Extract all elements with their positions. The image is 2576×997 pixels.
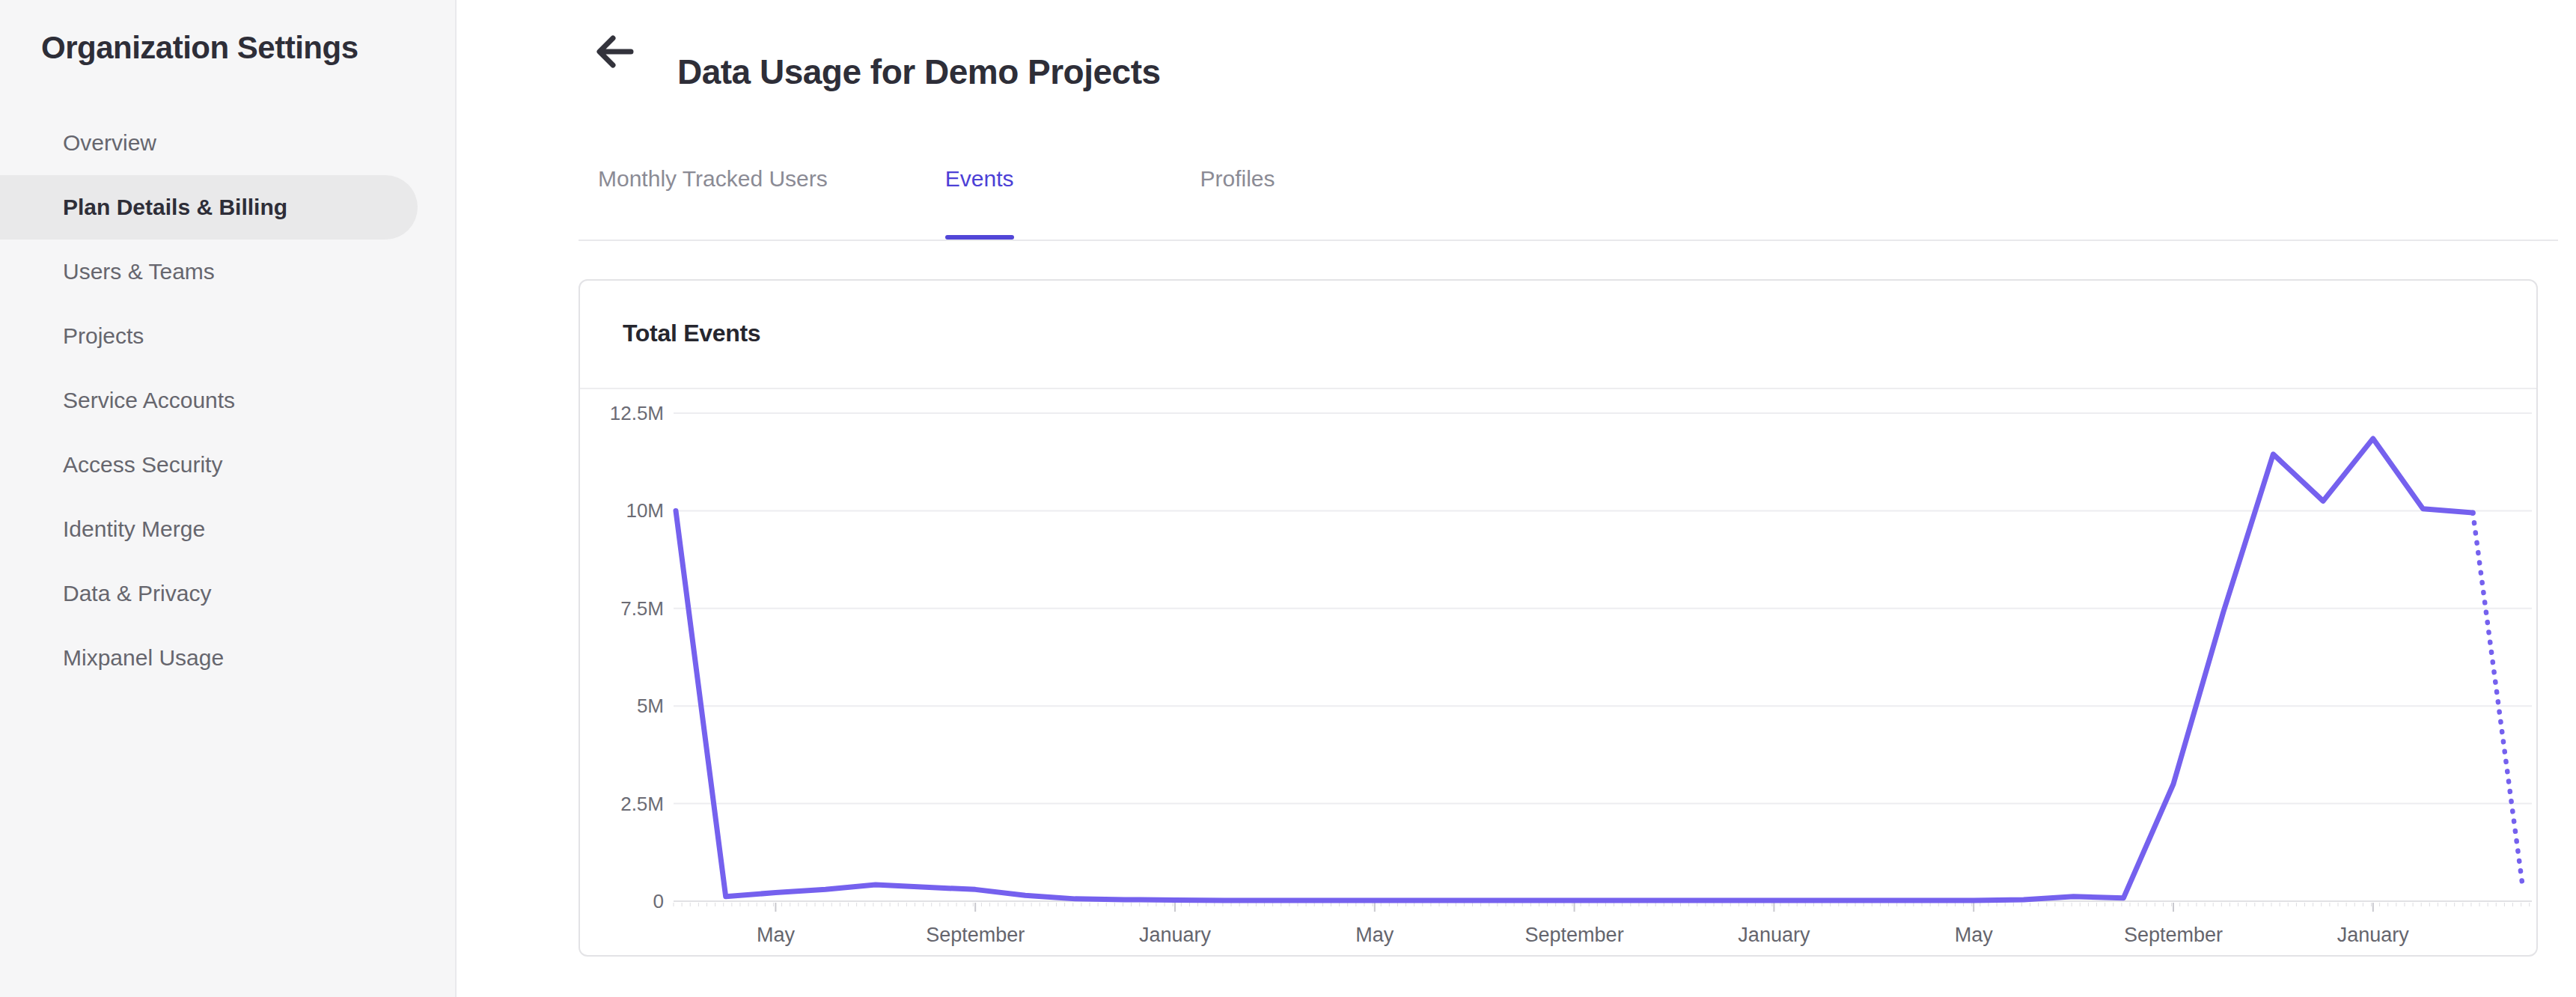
sidebar-title: Organization Settings (41, 30, 358, 66)
y-axis-label: 5M (637, 695, 664, 717)
x-axis-label: September (2124, 924, 2223, 946)
line-chart: 0 2.5M 5M 7.5M 10M 12.5M May September January Ma… (580, 389, 2536, 955)
sidebar-item-users-teams[interactable]: Users & Teams (0, 240, 457, 304)
sidebar-nav: Overview Plan Details & Billing Users & … (0, 111, 457, 690)
y-axis-label: 2.5M (620, 793, 664, 815)
tab-monthly-tracked-users[interactable]: Monthly Tracked Users (598, 165, 828, 240)
x-axis-label: May (1355, 924, 1394, 946)
back-arrow-icon (593, 33, 637, 70)
x-axis-label: January (1139, 924, 1212, 946)
x-axis-label: May (757, 924, 796, 946)
x-axis-label: January (1738, 924, 1810, 946)
card-title: Total Events (580, 281, 2536, 347)
sidebar-item-service-accounts[interactable]: Service Accounts (0, 368, 457, 433)
sidebar-item-projects[interactable]: Projects (0, 304, 457, 368)
page-title: Data Usage for Demo Projects (677, 52, 1161, 92)
y-axis-label: 7.5M (620, 597, 664, 620)
sidebar-item-identity-merge[interactable]: Identity Merge (0, 497, 457, 561)
total-events-card: Total Events 0 2.5M 5M 7.5M 10M 12.5M May Septe… (579, 279, 2538, 957)
sidebar-item-mixpanel-usage[interactable]: Mixpanel Usage (0, 626, 457, 690)
tab-bar: Monthly Tracked Users Events Profiles (579, 165, 2558, 241)
tab-profiles[interactable]: Profiles (1200, 165, 1275, 240)
page: { "sidebar": { "title": "Organization Se… (0, 0, 2576, 997)
y-axis-label: 12.5M (610, 402, 664, 424)
x-axis-label: September (1525, 924, 1624, 946)
sidebar: Organization Settings Overview Plan Deta… (0, 0, 457, 997)
y-axis-label: 0 (653, 890, 664, 912)
x-axis-label: January (2337, 924, 2410, 946)
sidebar-item-plan-details-billing[interactable]: Plan Details & Billing (0, 175, 418, 240)
back-button[interactable] (593, 33, 637, 70)
total-events-chart: 0 2.5M 5M 7.5M 10M 12.5M May September January Ma… (580, 389, 2536, 955)
sidebar-item-overview[interactable]: Overview (0, 111, 457, 175)
tab-events[interactable]: Events (945, 165, 1014, 240)
sidebar-item-data-privacy[interactable]: Data & Privacy (0, 561, 457, 626)
card-header: Total Events (580, 281, 2536, 389)
sidebar-item-access-security[interactable]: Access Security (0, 433, 457, 497)
y-axis-label: 10M (626, 499, 664, 522)
chart-line-projected (2473, 513, 2523, 888)
x-axis-label: May (1955, 924, 1994, 946)
x-axis-label: September (926, 924, 1025, 946)
chart-line (676, 439, 2473, 900)
